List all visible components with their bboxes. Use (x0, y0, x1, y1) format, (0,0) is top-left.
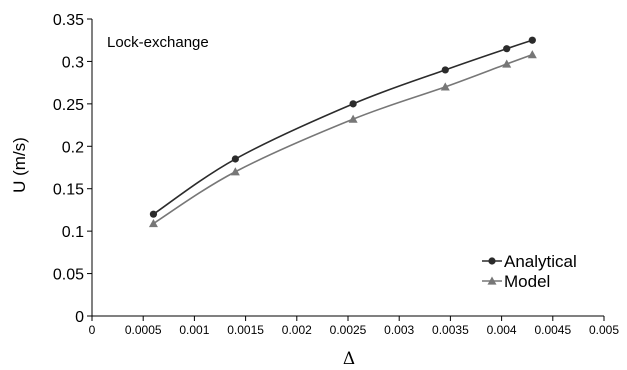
data-point-model (502, 59, 512, 68)
y-tick-label: 0 (75, 309, 84, 326)
legend-label-model: Model (504, 272, 550, 291)
x-tick-label: 0.0015 (227, 323, 264, 337)
data-point-analytical (528, 36, 536, 44)
data-point-model (440, 82, 450, 91)
axes (87, 18, 605, 321)
tick-labels: 0 0.05 0.1 0.15 0.2 0.25 0.3 0.35 0 0.0005 0.001 0.… (53, 12, 619, 337)
x-tick-label: 0.0025 (330, 323, 367, 337)
data-point-model (527, 50, 537, 59)
annotation-label: Lock-exchange (107, 34, 209, 51)
series-line-model (153, 53, 533, 225)
data-point-analytical (503, 45, 511, 53)
legend-label-analytical: Analytical (504, 252, 577, 271)
data-point-analytical (441, 66, 449, 74)
data-point-model (230, 167, 240, 176)
series-analytical (149, 36, 536, 218)
x-tick-label: 0.0035 (432, 323, 469, 337)
y-tick-label: 0.3 (62, 54, 84, 71)
y-tick-label: 0.2 (62, 139, 84, 156)
data-point-analytical (349, 100, 357, 108)
y-tick-label: 0.05 (53, 267, 84, 284)
data-point-analytical (149, 210, 158, 218)
legend-marker-analytical (488, 257, 496, 265)
legend-item-model: Model (482, 272, 550, 291)
y-axis-title: U (m/s) (10, 137, 29, 193)
data-point-model (348, 114, 358, 123)
x-tick-label: 0.004 (487, 323, 517, 337)
series-line-analytical (152, 39, 533, 215)
y-tick-label: 0.1 (62, 224, 84, 241)
x-tick-label: 0.0005 (125, 323, 162, 337)
x-tick-label: 0.003 (384, 323, 414, 337)
y-tick-label: 0.25 (53, 97, 84, 114)
y-tick-label: 0.35 (53, 12, 84, 29)
x-tick-label: 0 (89, 323, 96, 337)
x-tick-label: 0.0045 (534, 323, 571, 337)
y-tick-label: 0.15 (53, 182, 84, 199)
series-model (148, 50, 537, 228)
data-point-model (148, 219, 158, 228)
x-axis-title: Δ (343, 349, 355, 369)
legend-item-analytical: Analytical (482, 252, 577, 271)
legend-marker-model (487, 276, 497, 285)
x-tick-label: 0.002 (282, 323, 312, 337)
series-group (148, 36, 537, 228)
x-tick-label: 0.005 (589, 323, 619, 337)
x-tick-label: 0.001 (179, 323, 209, 337)
data-point-analytical (231, 155, 239, 163)
